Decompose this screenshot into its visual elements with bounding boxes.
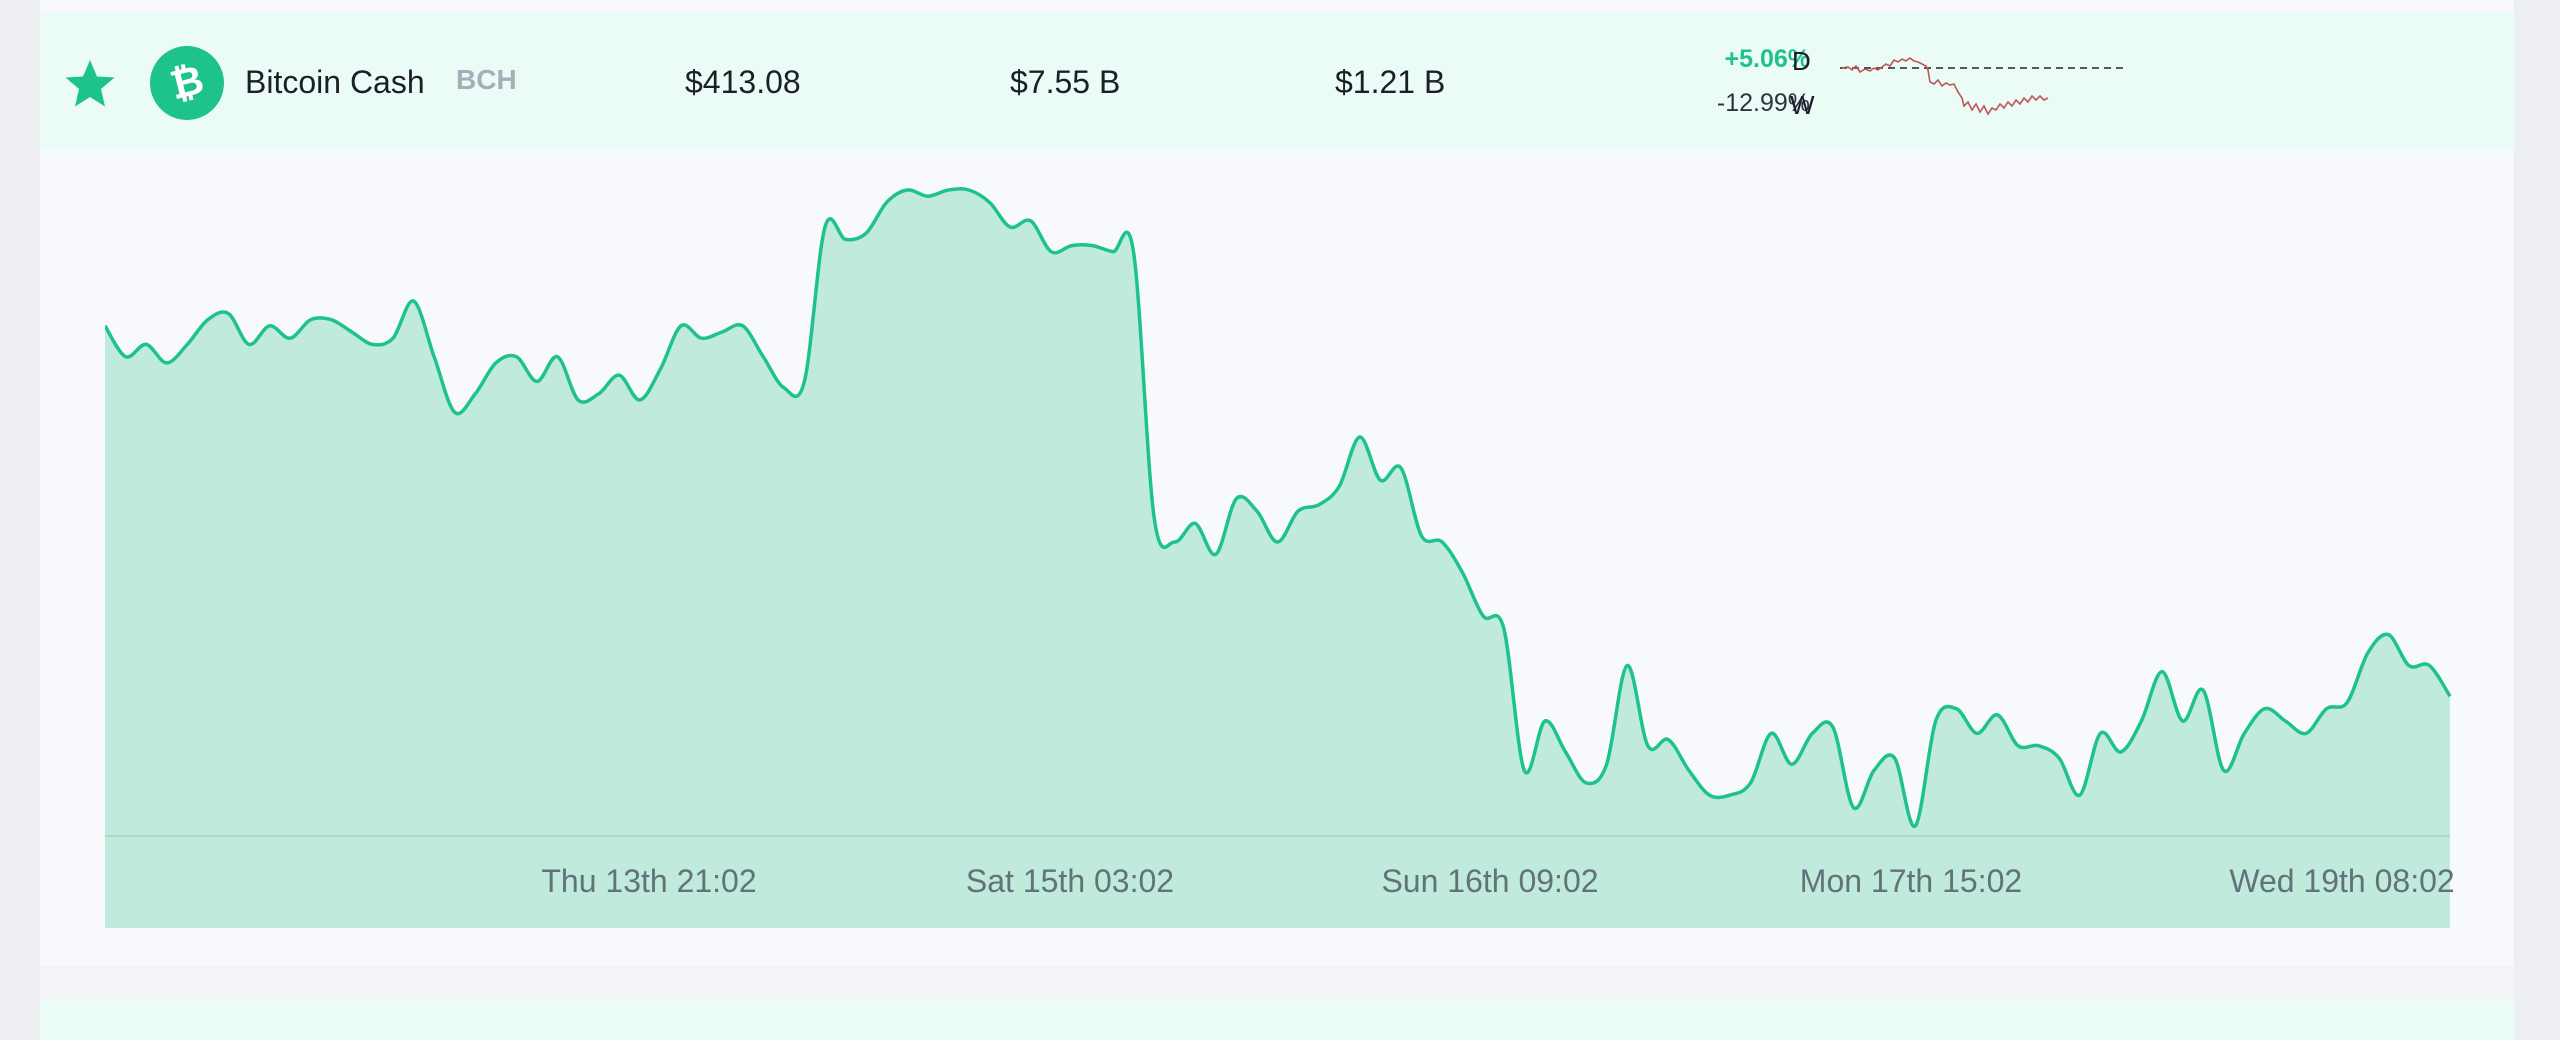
coin-row[interactable]: ₿ Bitcoin Cash BCH $413.08 $7.55 B $1.21…	[40, 12, 2514, 150]
x-tick-label: Wed 19th 08:02	[2229, 863, 2454, 899]
price-sparkline	[1840, 57, 2126, 116]
x-tick-label: Mon 17th 15:02	[1800, 863, 2022, 899]
next-row-strip	[40, 1000, 2514, 1040]
bitcoin-cash-logo-icon: ₿	[150, 46, 224, 120]
chart-price-line	[105, 187, 2452, 828]
coin-volume: $1.21 B	[1335, 64, 1446, 100]
svg-text:₿: ₿	[166, 57, 209, 110]
change-day-value: +5.06%	[1724, 45, 1811, 73]
x-tick-label: Sat 15th 03:02	[966, 863, 1174, 899]
sparkline-line	[1841, 57, 2049, 116]
coin-price: $413.08	[685, 64, 801, 100]
x-tick-label: Thu 13th 21:02	[541, 863, 756, 899]
x-tick-label: Sun 16th 09:02	[1381, 863, 1598, 899]
price-area-chart: Thu 13th 21:02 Sat 15th 03:02 Sun 16th 09:…	[105, 187, 2455, 929]
change-day-label: D	[1792, 46, 1811, 76]
market-panel: ₿ Bitcoin Cash BCH $413.08 $7.55 B $1.21…	[40, 0, 2514, 1040]
change-week-label: W	[1790, 90, 1815, 120]
change-week-value: -12.99%	[1716, 89, 1810, 117]
coin-symbol: BCH	[456, 64, 517, 95]
star-icon[interactable]	[62, 56, 118, 112]
chart-area-fill	[105, 188, 2450, 929]
coin-name[interactable]: Bitcoin Cash	[245, 64, 425, 100]
coin-market-cap: $7.55 B	[1010, 64, 1121, 100]
